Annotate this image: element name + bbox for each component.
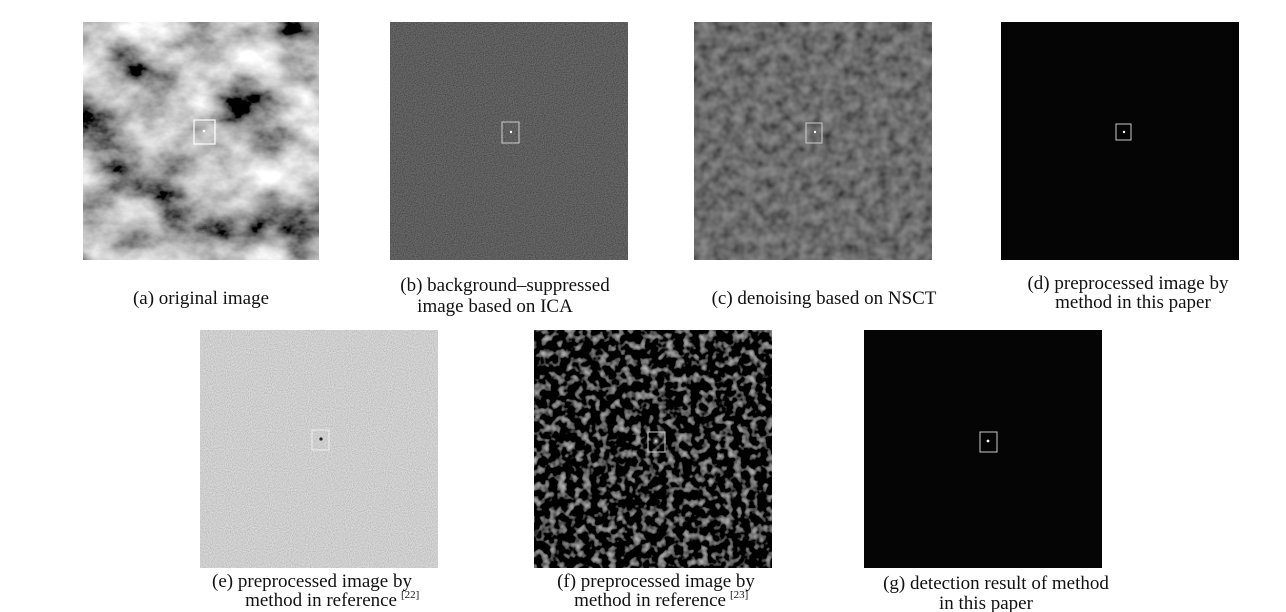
caption: (g) detection result of method — [883, 573, 1109, 594]
figure: (a) original image (b) background–suppre… — [0, 0, 1286, 612]
target — [651, 435, 661, 447]
caption: image based on ICA — [417, 296, 573, 317]
caption: (e) preprocessed image by — [212, 571, 412, 592]
target — [987, 440, 990, 443]
target — [510, 131, 512, 133]
image-panel — [534, 330, 772, 568]
page: (a) original image (b) background–suppre… — [0, 0, 1286, 612]
caption: (c) denoising based on NSCT — [712, 288, 937, 309]
caption-superscript: [23] — [730, 589, 748, 601]
image-panel — [864, 330, 1102, 568]
target — [814, 131, 816, 133]
caption: in this paper — [939, 593, 1034, 612]
image-panel — [1001, 22, 1239, 260]
caption: method in reference — [245, 590, 397, 611]
caption: (b) background–suppressed — [400, 275, 610, 296]
image-panel — [390, 22, 628, 260]
target — [1123, 131, 1125, 133]
target — [319, 437, 322, 440]
image-panel — [694, 22, 932, 260]
caption: method in this paper — [1055, 292, 1211, 313]
caption: (f) preprocessed image by — [557, 571, 755, 592]
caption: (d) preprocessed image by — [1027, 273, 1229, 294]
image-panel — [200, 330, 438, 568]
caption-superscript: [22] — [401, 589, 419, 601]
target — [203, 130, 206, 133]
image-panel — [83, 22, 319, 260]
caption: method in reference — [574, 590, 726, 611]
caption: (a) original image — [133, 288, 269, 309]
